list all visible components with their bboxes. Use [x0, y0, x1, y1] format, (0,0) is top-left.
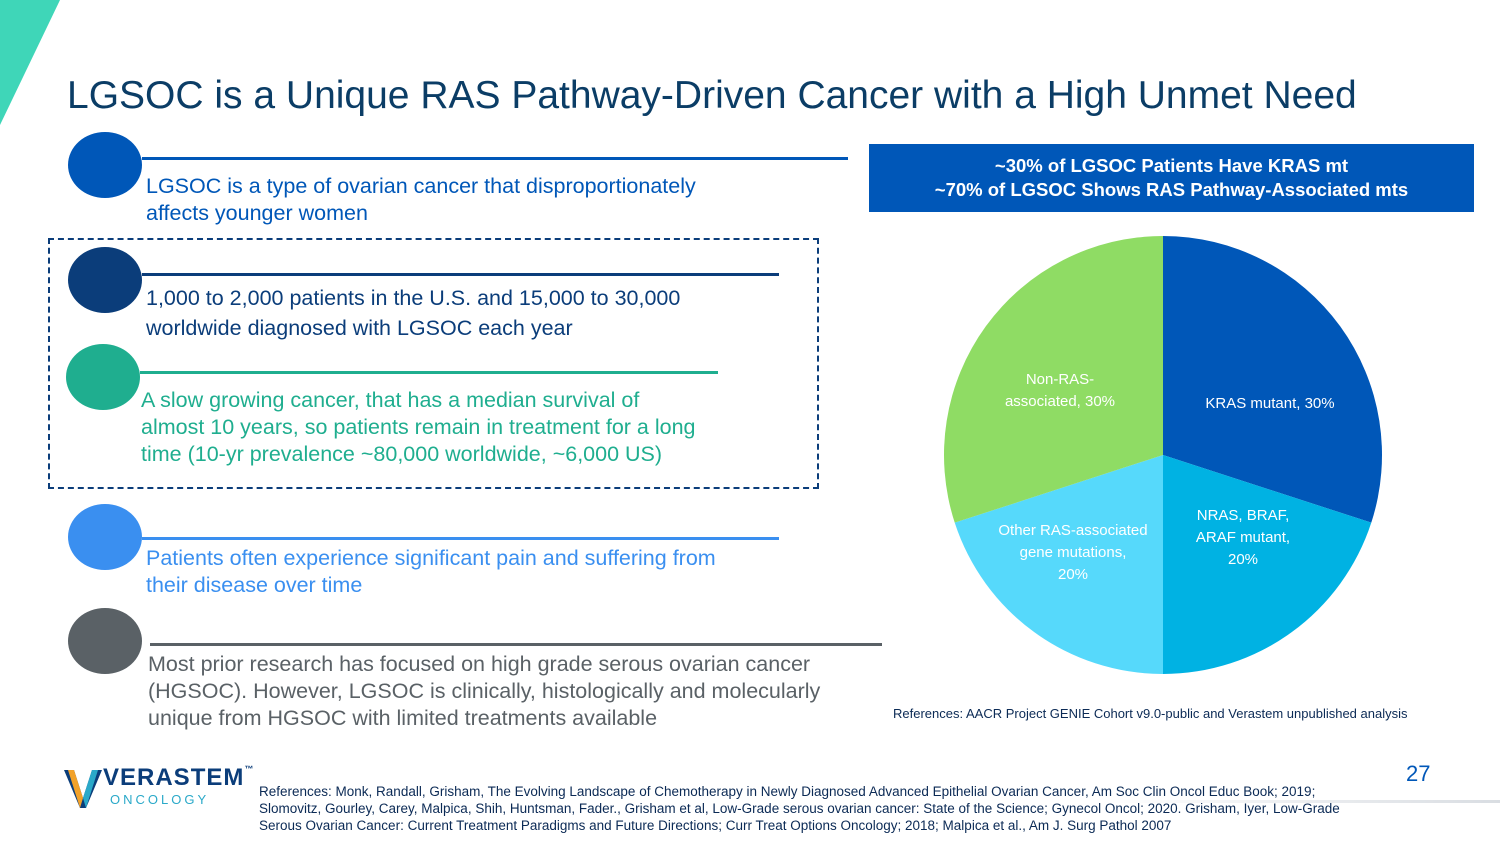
- page-number: 27: [1406, 761, 1431, 786]
- bullet-1-text: LGSOC is a type of ovarian cancer that d…: [146, 174, 696, 225]
- bullet-2-text: 1,000 to 2,000 patients in the U.S. and …: [146, 286, 681, 340]
- bullet-5-line: [150, 643, 882, 646]
- bullet-3-circle: [66, 344, 140, 410]
- bullet-1-circle: [68, 132, 142, 198]
- bullet-2-circle: [68, 247, 142, 313]
- pie-slice-1: [1163, 236, 1382, 523]
- pie-label-2: NRAS, BRAF, ARAF mutant, 20%: [1196, 507, 1290, 568]
- bullet-3-line: [140, 371, 718, 374]
- verastem-logo-icon: [64, 770, 102, 808]
- pie-slice-4: [944, 236, 1163, 523]
- pie-slice-2: [1163, 455, 1372, 674]
- pie-label-4: Non-RAS-associated, 30%: [1005, 371, 1115, 410]
- logo-subtitle: ONCOLOGY: [110, 792, 210, 807]
- logo-wordmark: VERASTEM™: [103, 764, 255, 791]
- footer-references: References: Monk, Randall, Grisham, The …: [259, 784, 1340, 833]
- bullet-5-circle: [68, 608, 142, 674]
- corner-accent: [0, 0, 60, 125]
- bullet-1-line: [142, 157, 848, 160]
- bullet-4-circle: [68, 504, 142, 570]
- bullet-3-text: A slow growing cancer, that has a median…: [141, 388, 696, 466]
- pie-slice-3: [954, 455, 1163, 674]
- bullet-2-line: [142, 273, 779, 276]
- pie-label-3: Other RAS-associated gene mutations, 20%: [998, 522, 1147, 583]
- highlight-box: [48, 238, 819, 489]
- bullet-4-line: [142, 537, 779, 540]
- pie-label-1: KRAS mutant, 30%: [1205, 395, 1334, 412]
- pie-chart: KRAS mutant, 30% NRAS, BRAF, ARAF mutant, 2…: [944, 236, 1382, 674]
- footer-divider: [1100, 800, 1500, 803]
- pie-reference: References: AACR Project GENIE Cohort v9…: [893, 706, 1408, 721]
- bullet-4-text: Patients often experience significant pa…: [146, 546, 716, 597]
- bullet-5-text: Most prior research has focused on high …: [148, 652, 821, 730]
- page-title: LGSOC is a Unique RAS Pathway-Driven Can…: [67, 74, 1357, 117]
- pie-banner: ~30% of LGSOC Patients Have KRAS mt ~70%…: [869, 144, 1474, 212]
